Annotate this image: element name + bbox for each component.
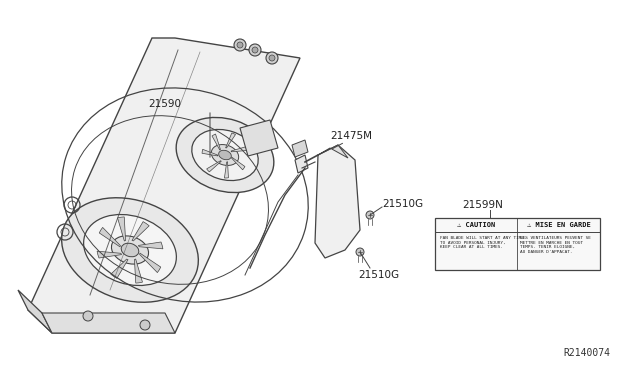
Circle shape <box>83 311 93 321</box>
Text: 21590: 21590 <box>148 99 181 109</box>
Text: ⚠ MISE EN GARDE: ⚠ MISE EN GARDE <box>527 222 591 228</box>
Circle shape <box>356 248 364 256</box>
Polygon shape <box>225 162 228 178</box>
Polygon shape <box>28 38 300 333</box>
Bar <box>435 218 600 270</box>
Polygon shape <box>202 149 218 156</box>
Polygon shape <box>226 133 236 148</box>
Text: R2140074: R2140074 <box>563 348 610 358</box>
Text: 21510G: 21510G <box>358 270 399 280</box>
Polygon shape <box>42 313 175 333</box>
Polygon shape <box>97 251 122 258</box>
Ellipse shape <box>211 145 239 166</box>
Ellipse shape <box>192 129 258 180</box>
Circle shape <box>237 42 243 48</box>
Text: LES VENTILATEURS PEUVENT SE
METTRE EN MARCHE EN TOUT
TEMPS. TENIR ELOIGNE,
AU DA: LES VENTILATEURS PEUVENT SE METTRE EN MA… <box>520 236 591 254</box>
Polygon shape <box>138 242 163 249</box>
Polygon shape <box>212 134 220 150</box>
Text: 21475M: 21475M <box>330 131 372 141</box>
Polygon shape <box>132 222 149 241</box>
Ellipse shape <box>61 198 198 302</box>
Ellipse shape <box>219 150 231 160</box>
Polygon shape <box>18 290 52 333</box>
Polygon shape <box>118 217 125 241</box>
Text: 21510G: 21510G <box>382 199 423 209</box>
Circle shape <box>269 55 275 61</box>
Polygon shape <box>295 155 308 173</box>
Ellipse shape <box>121 243 139 257</box>
Circle shape <box>266 52 278 64</box>
Ellipse shape <box>111 236 148 264</box>
Circle shape <box>140 320 150 330</box>
Polygon shape <box>111 259 128 278</box>
Polygon shape <box>207 161 221 172</box>
Polygon shape <box>292 140 308 157</box>
Ellipse shape <box>176 118 274 193</box>
Polygon shape <box>99 227 120 247</box>
Polygon shape <box>134 259 143 283</box>
Ellipse shape <box>84 215 177 286</box>
Circle shape <box>252 47 258 53</box>
Polygon shape <box>231 147 248 152</box>
Circle shape <box>249 44 261 56</box>
Circle shape <box>234 39 246 51</box>
Polygon shape <box>318 145 348 158</box>
Text: 21599N: 21599N <box>462 200 503 210</box>
Polygon shape <box>232 157 245 170</box>
Polygon shape <box>315 145 360 258</box>
Polygon shape <box>140 253 161 273</box>
Circle shape <box>366 211 374 219</box>
Polygon shape <box>240 120 278 156</box>
Text: FAN BLADE WILL START AT ANY TIME.
TO AVOID PERSONAL INJURY,
KEEP CLEAR AT ALL TI: FAN BLADE WILL START AT ANY TIME. TO AVO… <box>440 236 527 249</box>
Text: ⚠ CAUTION: ⚠ CAUTION <box>457 222 495 228</box>
